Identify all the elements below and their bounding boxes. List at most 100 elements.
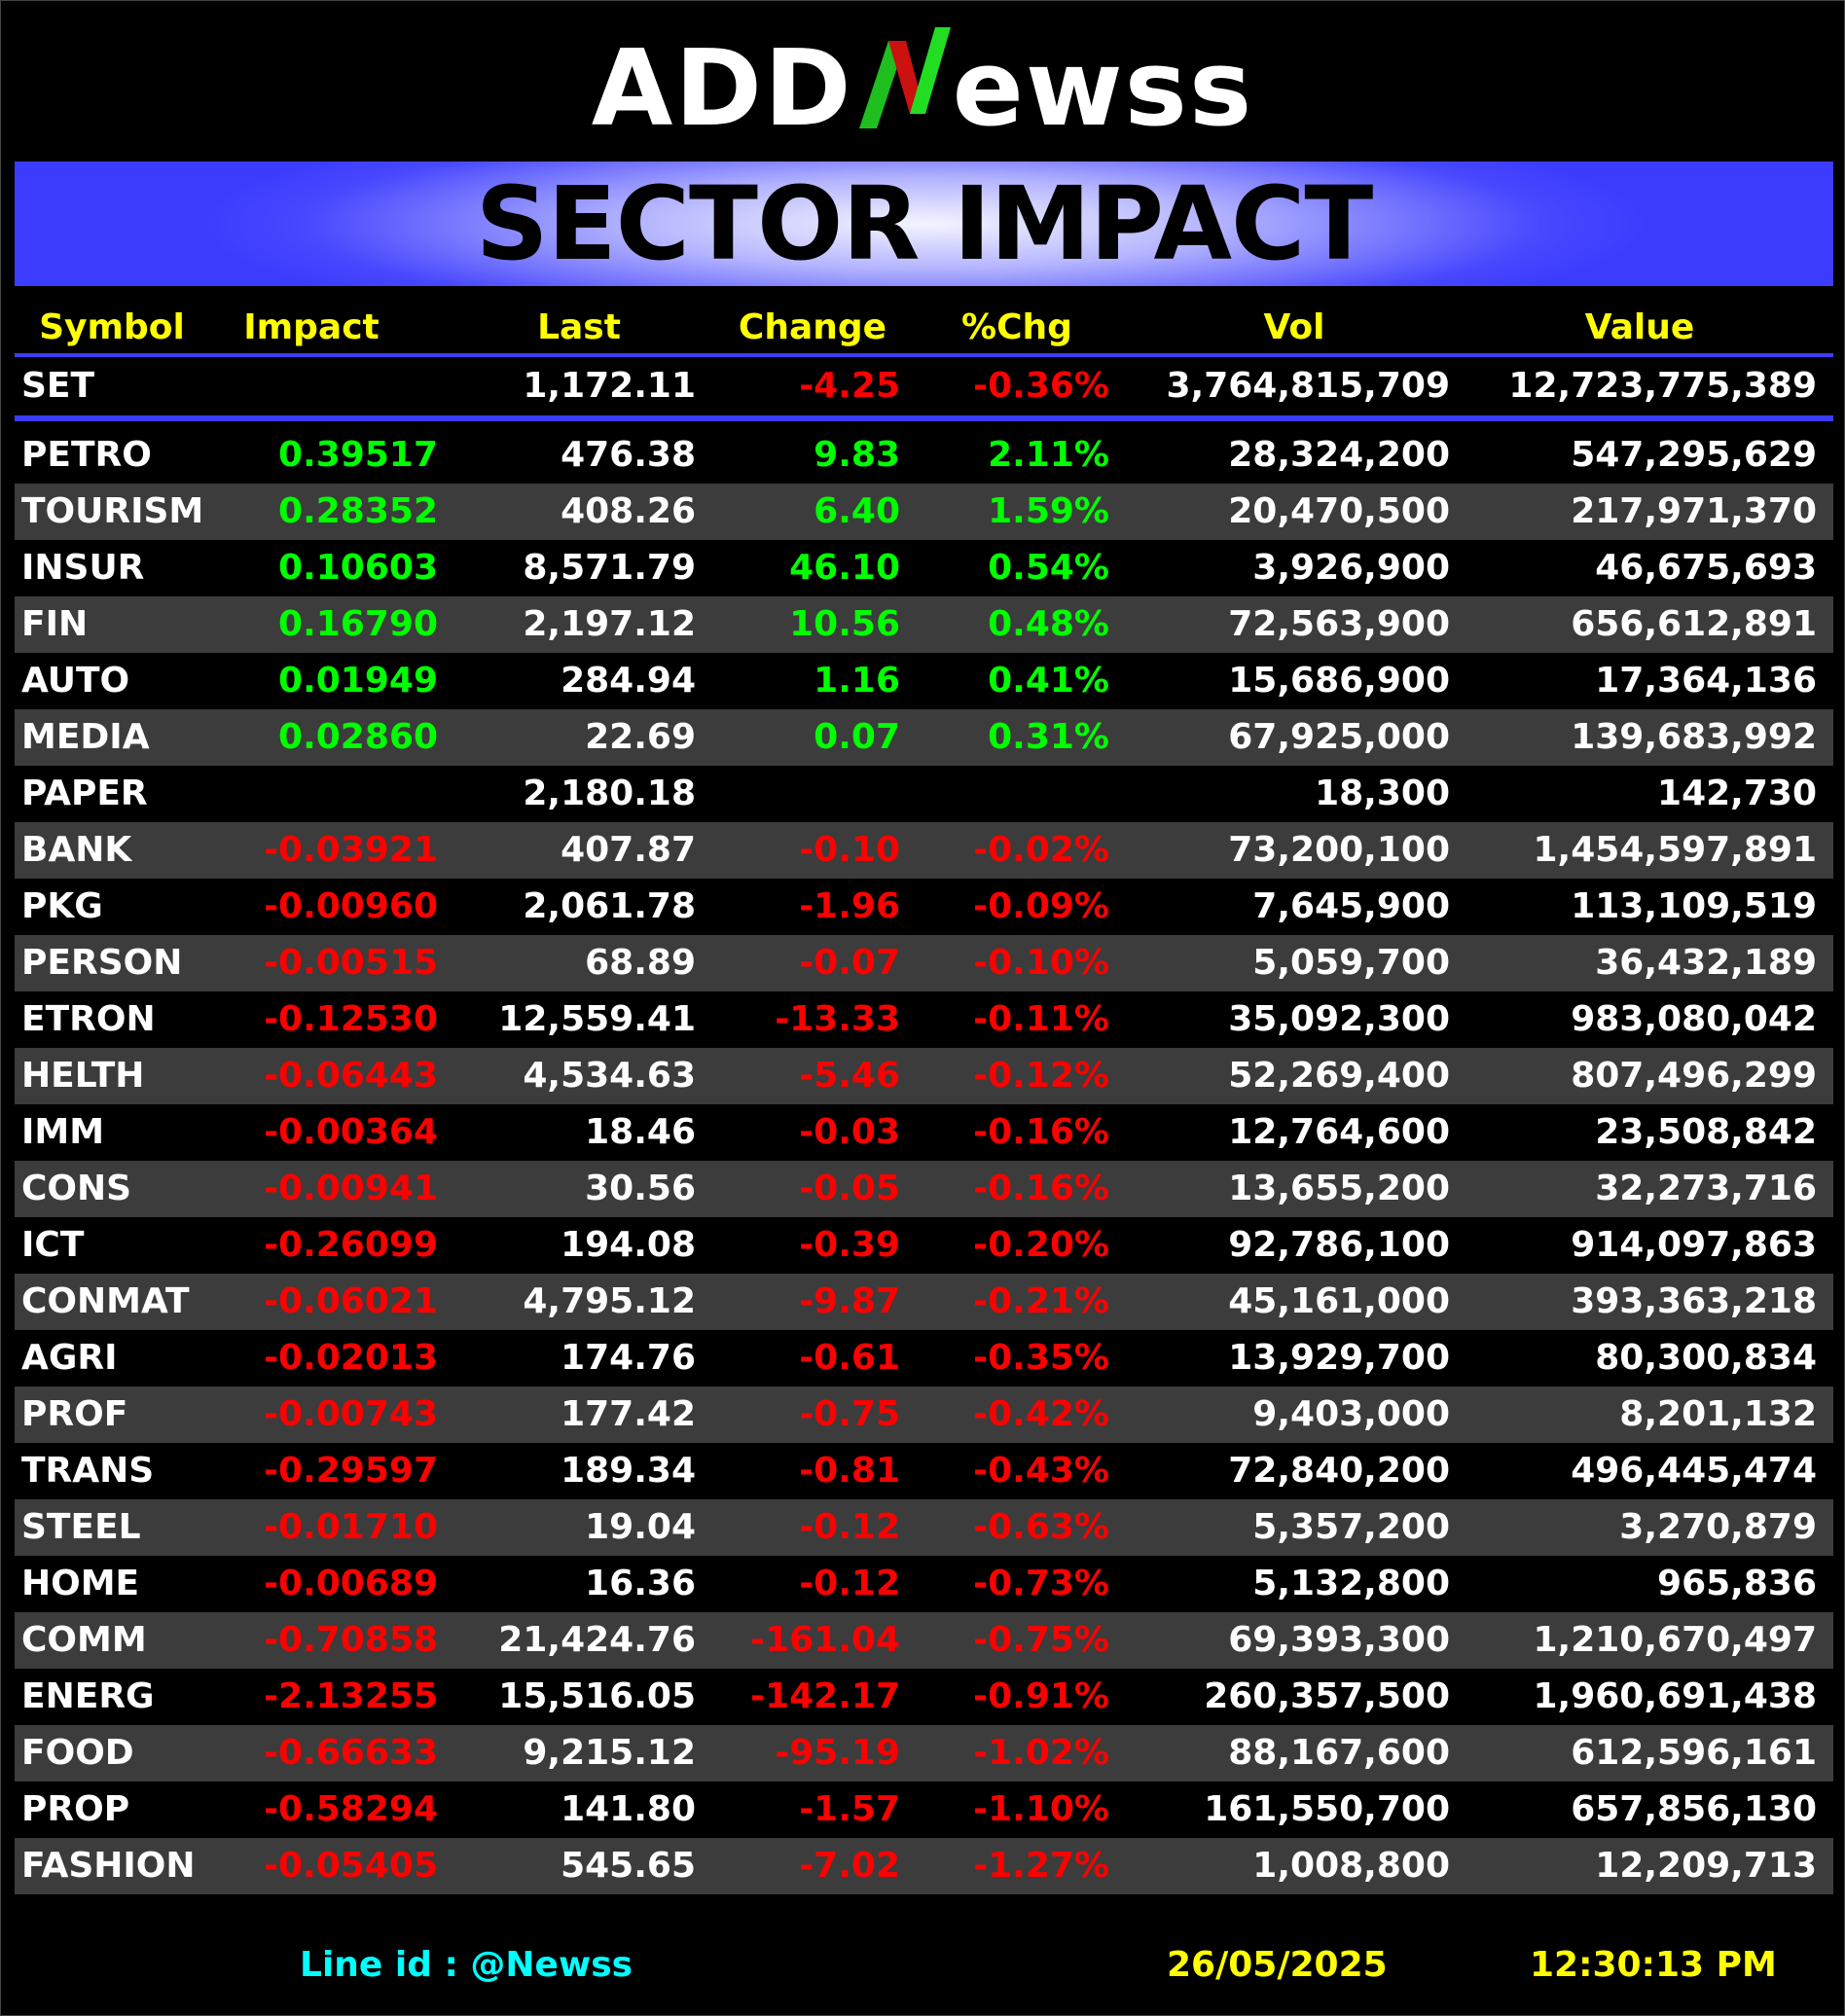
table-row: ETRON -0.12530 12,559.41 -13.33 -0.11% 35,092… [15,991,1833,1048]
sector-volume: 5,132,800 [1252,1564,1450,1603]
sector-change: 6.40 [814,491,900,531]
table-row: TOURISM 0.28352 408.26 6.40 1.59% 20,470,500 2… [15,484,1833,540]
sector-symbol: AUTO [21,661,130,701]
sector-value: 32,273,716 [1595,1169,1817,1208]
sector-volume: 1,008,800 [1252,1846,1450,1886]
header-last: Last [537,307,621,347]
header-impact: Impact [243,307,380,347]
sector-pct-change: 2.11% [988,435,1109,475]
sector-pct-change: 0.31% [988,717,1109,757]
sector-pct-change: -0.91% [973,1676,1109,1716]
sector-volume: 72,563,900 [1228,604,1450,644]
header-change: Change [738,307,887,347]
sector-pct-change: -0.75% [973,1620,1109,1660]
sector-last: 21,424.76 [498,1620,696,1660]
sector-symbol: PROP [21,1789,130,1829]
sector-rows: PETRO 0.39517 476.38 9.83 2.11% 28,324,200 547… [15,427,1833,1894]
sector-symbol: FIN [21,604,89,644]
table-row: ENERG -2.13255 15,516.05 -142.17 -0.91% 260,3… [15,1669,1833,1725]
sector-symbol: TOURISM [21,491,204,531]
sector-change: -0.10 [799,830,900,870]
sector-change: -0.12 [799,1564,900,1603]
table-row: PERSON -0.00515 68.89 -0.07 -0.10% 5,059,700 3… [15,935,1833,991]
sector-impact: -0.00364 [264,1112,438,1152]
sector-last: 194.08 [561,1225,696,1265]
sector-value: 1,454,597,891 [1533,830,1817,870]
sector-pct-change: -1.02% [973,1733,1109,1773]
sector-symbol: FOOD [21,1733,134,1773]
sector-pct-change: 0.54% [988,548,1109,588]
sector-volume: 35,092,300 [1228,999,1450,1039]
sector-volume: 13,929,700 [1228,1338,1450,1378]
table-row: AUTO 0.01949 284.94 1.16 0.41% 15,686,900 17,3… [15,653,1833,709]
sector-last: 174.76 [561,1338,696,1378]
footer-time: 12:30:13 PM [1530,1945,1777,1985]
sector-volume: 7,645,900 [1252,886,1450,926]
sector-last: 9,215.12 [523,1733,696,1773]
sector-impact: 0.16790 [278,604,438,644]
header-volume: Vol [1263,307,1325,347]
index-symbol: SET [21,366,95,406]
sector-impact: -0.66633 [264,1733,438,1773]
sector-value: 983,080,042 [1571,999,1817,1039]
table-row: HELTH -0.06443 4,534.63 -5.46 -0.12% 52,269,4… [15,1048,1833,1104]
sector-last: 19.04 [585,1507,696,1547]
sector-symbol: ETRON [21,999,156,1039]
sector-change: -13.33 [775,999,900,1039]
sector-last: 2,197.12 [523,604,696,644]
header-symbol: Symbol [39,307,185,347]
table-row: AGRI -0.02013 174.76 -0.61 -0.35% 13,929,700 8… [15,1330,1833,1386]
sector-value: 656,612,891 [1571,604,1817,644]
sector-value: 914,097,863 [1571,1225,1817,1265]
sector-impact: -0.00941 [264,1169,438,1208]
sector-pct-change: -0.12% [973,1056,1109,1096]
table-row: FIN 0.16790 2,197.12 10.56 0.48% 72,563,900 65… [15,596,1833,653]
footer-date: 26/05/2025 [1167,1945,1388,1985]
sector-impact: -0.05405 [264,1846,438,1886]
sector-last: 15,516.05 [498,1676,696,1716]
table-row: PKG -0.00960 2,061.78 -1.96 -0.09% 7,645,900 1… [15,879,1833,935]
sector-change: -5.46 [799,1056,900,1096]
sector-impact: 0.01949 [278,661,438,701]
sector-value: 17,364,136 [1595,661,1817,701]
sector-last: 545.65 [561,1846,696,1886]
index-divider [15,415,1833,421]
sector-volume: 3,926,900 [1252,548,1450,588]
sector-symbol: PERSON [21,943,183,983]
table-row: ICT -0.26099 194.08 -0.39 -0.20% 92,786,100 91… [15,1217,1833,1274]
sector-value: 3,270,879 [1619,1507,1817,1547]
sector-value: 142,730 [1657,774,1817,813]
sector-volume: 45,161,000 [1228,1281,1450,1321]
sector-impact: 0.02860 [278,717,438,757]
sector-value: 80,300,834 [1595,1338,1817,1378]
sector-impact: 0.28352 [278,491,438,531]
sector-pct-change: -0.10% [973,943,1109,983]
table-row: TRANS -0.29597 189.34 -0.81 -0.43% 72,840,200… [15,1443,1833,1499]
logo-text-left: ADD [591,28,853,150]
table-row: STEEL -0.01710 19.04 -0.12 -0.63% 5,357,200 3,… [15,1499,1833,1556]
sector-pct-change: -0.73% [973,1564,1109,1603]
sector-pct-change: -0.02% [973,830,1109,870]
sector-change: -0.03 [799,1112,900,1152]
sector-change: -0.39 [799,1225,900,1265]
sector-volume: 92,786,100 [1228,1225,1450,1265]
sector-change: -0.12 [799,1507,900,1547]
header-pct-change: %Chg [961,307,1072,347]
sector-symbol: PAPER [21,774,148,813]
sector-volume: 73,200,100 [1228,830,1450,870]
brand-logo: ADD ewss [0,21,1845,150]
sector-symbol: COMM [21,1620,147,1660]
logo-text-right: ewss [952,28,1254,150]
sector-volume: 18,300 [1315,774,1450,813]
index-pct-change: -0.36% [973,366,1109,406]
header-value: Value [1584,307,1695,347]
table-row: MEDIA 0.02860 22.69 0.07 0.31% 67,925,000 139,… [15,709,1833,766]
sector-pct-change: 0.41% [988,661,1109,701]
sector-volume: 88,167,600 [1228,1733,1450,1773]
sector-impact: -0.12530 [264,999,438,1039]
sector-pct-change: -0.16% [973,1169,1109,1208]
sector-impact: -0.00689 [264,1564,438,1603]
sector-last: 16.36 [585,1564,696,1603]
sector-last: 8,571.79 [523,548,696,588]
sector-value: 12,209,713 [1595,1846,1817,1886]
